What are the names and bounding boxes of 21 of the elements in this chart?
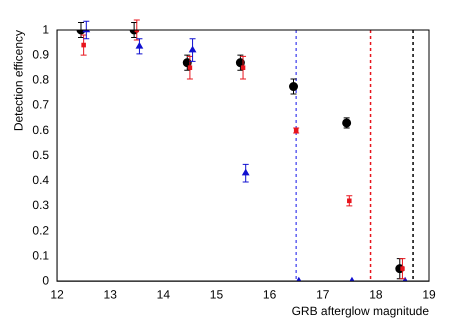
x-tick-label: 14 <box>156 288 170 302</box>
x-tick-label: 16 <box>262 288 277 302</box>
x-tick-label: 13 <box>104 288 118 302</box>
y-tick-label: 0.9 <box>32 47 50 62</box>
y-tick-label: 0.2 <box>32 223 50 238</box>
x-axis-title: GRB afterglow magnitude <box>292 304 430 318</box>
y-tick-label: 0.3 <box>32 198 50 212</box>
y-tick-label: 0.1 <box>32 248 50 262</box>
x-tick-label: 15 <box>210 288 224 302</box>
x-tick-label: 12 <box>50 288 64 302</box>
y-tick-label: 0 <box>42 274 50 288</box>
y-tick-label: 1 <box>42 22 50 36</box>
y-tick-label: 0.8 <box>32 72 50 87</box>
y-tick-label: 0.5 <box>32 148 50 162</box>
y-axis-title: Detection efficency <box>12 30 26 132</box>
y-tick-label: 0.6 <box>32 122 50 137</box>
y-tick-label: 0.7 <box>32 98 50 112</box>
x-tick-label: 19 <box>422 288 436 302</box>
y-tick-label: 0.4 <box>32 173 50 188</box>
x-tick-label: 17 <box>316 288 330 302</box>
x-tick-label: 18 <box>369 288 383 302</box>
